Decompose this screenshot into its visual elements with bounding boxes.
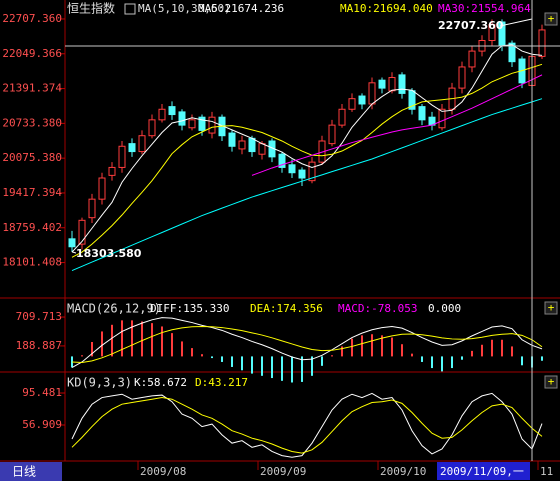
frame <box>0 0 560 462</box>
y-tick-label: 56.909 <box>22 418 62 431</box>
candle-body <box>468 50 476 68</box>
x-tick-label: 11 <box>540 465 553 478</box>
candle-body <box>78 219 86 245</box>
expand-button[interactable] <box>544 301 558 315</box>
candle-body <box>188 119 196 129</box>
y-tick-label: 22707.360 <box>2 12 62 25</box>
indicator-line <box>71 44 543 253</box>
y-tick-label: 18101.408 <box>2 256 62 269</box>
candle-body <box>308 161 316 182</box>
panel-buttons: + + + <box>544 12 558 389</box>
annotation-leader <box>71 251 77 254</box>
ma-icon <box>124 3 136 15</box>
legend-entry: MA30:21554.964 <box>438 2 531 15</box>
candle-body <box>148 119 156 137</box>
legend-entry: MACD:-78.053 <box>338 302 417 315</box>
candle-body <box>288 164 296 174</box>
candle-body <box>258 143 266 155</box>
candle-body <box>398 74 406 94</box>
indicator-line <box>71 317 543 368</box>
candle-body <box>378 79 386 89</box>
indicator-line <box>71 397 543 454</box>
y-tick-label: 95.481 <box>22 386 62 399</box>
candle-body <box>298 169 306 179</box>
indicator-line <box>71 98 543 272</box>
y-tick-label: 18759.402 <box>2 221 62 234</box>
expand-icon[interactable]: + <box>548 12 555 25</box>
indicator-line <box>71 392 543 458</box>
y-tick-label: 188.887 <box>16 339 62 352</box>
cursor-date-box <box>437 462 530 480</box>
candle-body <box>508 42 516 63</box>
candle-body <box>198 116 206 131</box>
candle-body <box>128 143 136 153</box>
y-tick-label: 20733.380 <box>2 116 62 129</box>
candle-body <box>358 95 366 105</box>
y-tick-label: 22049.366 <box>2 47 62 60</box>
candle-body <box>178 111 186 126</box>
candle-body <box>418 106 426 121</box>
y-tick-label: 21391.374 <box>2 82 62 95</box>
expand-button[interactable] <box>544 12 558 26</box>
period-button[interactable] <box>0 462 62 481</box>
candle-body <box>168 106 176 116</box>
candle-body <box>368 82 376 105</box>
legend-extra: 0.000 <box>428 302 461 315</box>
candle-body <box>158 108 166 121</box>
candle-body <box>388 77 396 92</box>
candle-body <box>238 140 246 150</box>
legend-entry: K:58.672 <box>134 376 187 389</box>
cursor-date: 2009/11/09,一 <box>440 465 524 478</box>
y-tick-label: 20075.380 <box>2 151 62 164</box>
candle-body <box>88 198 96 219</box>
legend-entry: D:43.217 <box>195 376 248 389</box>
indicator-line <box>251 74 543 176</box>
x-tick-label: 2009/09 <box>260 465 306 478</box>
candle-body <box>208 116 216 134</box>
annotation-leader <box>499 18 533 27</box>
x-tick-label: 2009/10 <box>380 465 426 478</box>
candle-body <box>228 132 236 147</box>
expand-icon[interactable]: + <box>548 301 555 314</box>
candle-body <box>328 124 336 145</box>
candle-body <box>248 137 256 153</box>
indicator-line <box>71 63 543 258</box>
candle-body <box>118 145 126 168</box>
legend-entry: MA10:21694.040 <box>340 2 433 15</box>
panel-title: 恒生指数 <box>67 1 115 16</box>
candle-body <box>458 66 466 89</box>
candle-body <box>538 29 546 57</box>
period-label[interactable]: 日线 <box>12 465 36 479</box>
candle-body <box>138 135 146 153</box>
legend-entry: MA5:21674.236 <box>198 2 284 15</box>
annotation: 18303.580 <box>76 247 142 260</box>
panel-subtitle: MA(5,10,30,60) <box>138 2 231 15</box>
x-tick-label: 2009/08 <box>140 465 186 478</box>
candle-body <box>338 108 346 126</box>
plots: 22707.360 22049.366 21391.374 20733.380 2007… <box>2 1 553 479</box>
y-tick-label: 709.713 <box>16 310 62 323</box>
expand-icon[interactable]: + <box>548 375 555 388</box>
expand-button[interactable] <box>544 375 558 389</box>
legend-entry: DIFF:135.330 <box>150 302 229 315</box>
indicator-line <box>71 325 543 364</box>
candle-body <box>278 153 286 168</box>
candle-body <box>438 108 446 129</box>
candle-body <box>348 98 356 110</box>
panel-title: KD(9,3,3) <box>67 376 132 390</box>
candle-body <box>108 166 116 176</box>
legend-entry: DEA:174.356 <box>250 302 323 315</box>
y-tick-label: 19417.394 <box>2 186 62 199</box>
candle-body <box>488 24 496 42</box>
candle-body <box>68 238 76 248</box>
panel-title: MACD(26,12,9) <box>67 302 161 316</box>
candle-body <box>98 177 106 200</box>
annotation: 22707.360 <box>438 19 504 32</box>
